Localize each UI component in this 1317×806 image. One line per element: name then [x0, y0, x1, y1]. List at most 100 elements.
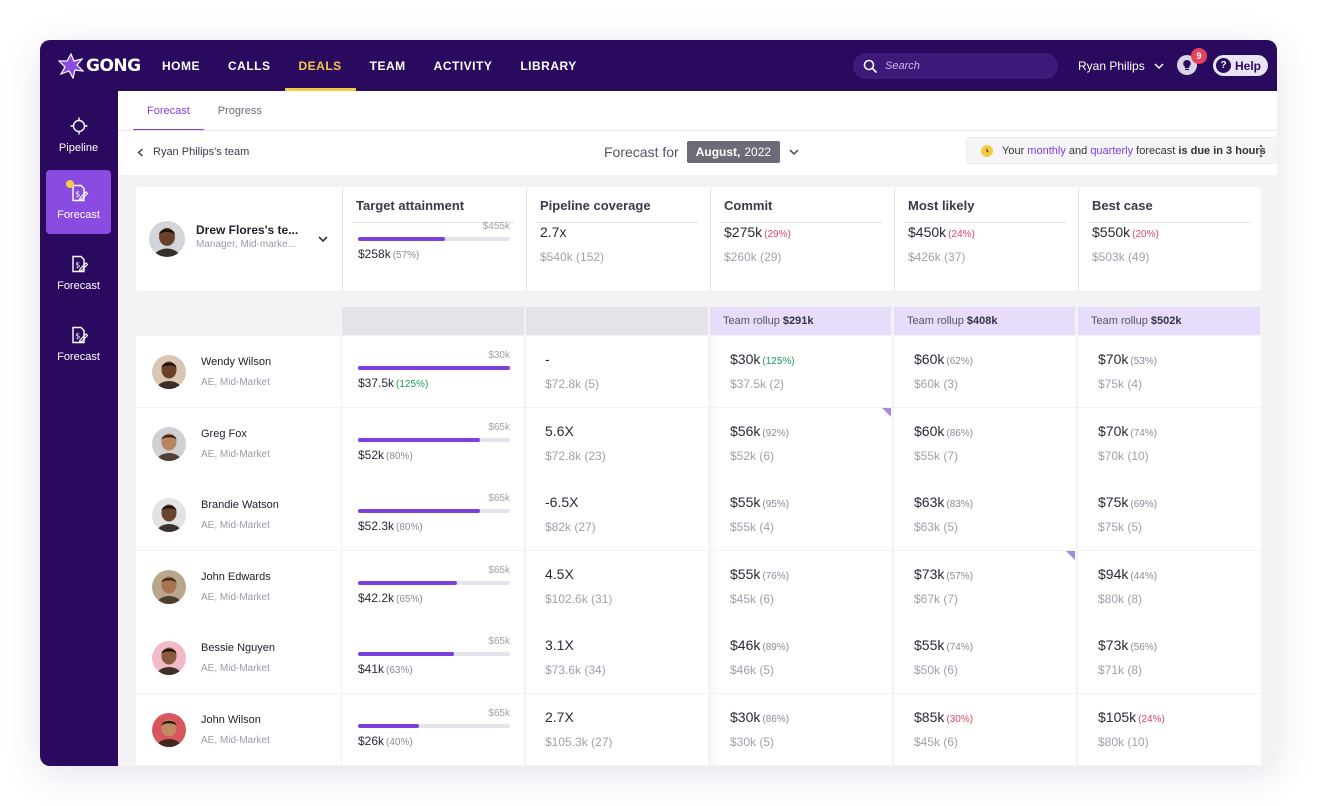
rep-likely-value[interactable]: $55k (74%): [914, 637, 973, 653]
tab-divider: [118, 130, 1277, 131]
rep-name[interactable]: Bessie Nguyen: [201, 642, 275, 654]
rollup-label: Team rollup: [907, 315, 964, 327]
rep-best-value[interactable]: $94k (44%): [1098, 566, 1157, 582]
rep-pipeline-value[interactable]: 5.6X: [545, 423, 574, 439]
table-cell[interactable]: [1078, 694, 1261, 765]
rep-likely-percent: (74%): [946, 642, 974, 653]
table-cell[interactable]: [710, 694, 892, 765]
rep-commit-value[interactable]: $30k (125%): [730, 351, 795, 367]
manager-target-percent: (57%): [392, 250, 420, 261]
manager-name[interactable]: Drew Flores's te...: [196, 223, 299, 237]
manager-best-value[interactable]: $550k (20%): [1092, 224, 1159, 240]
nav-item-activity[interactable]: ACTIVITY: [433, 58, 493, 73]
rep-target-percent: (63%): [386, 665, 413, 676]
rep-commit-subvalue: $45k (6): [730, 592, 775, 606]
rep-best-value[interactable]: $70k (53%): [1098, 351, 1157, 367]
nav-item-team[interactable]: TEAM: [369, 58, 406, 73]
table-cell[interactable]: [1078, 336, 1261, 407]
user-menu[interactable]: Ryan Philips: [1078, 40, 1165, 91]
rep-commit-value[interactable]: $30k (86%): [730, 709, 789, 725]
rep-pipeline-value[interactable]: 2.7X: [545, 709, 574, 725]
rep-pipeline-value[interactable]: -: [545, 351, 550, 367]
table-cell[interactable]: [1078, 622, 1261, 693]
svg-text:$: $: [75, 190, 80, 199]
manager-pipeline-value[interactable]: 2.7x: [540, 224, 566, 240]
table-cell[interactable]: [894, 622, 1076, 693]
rep-commit-subvalue: $30k (5): [730, 735, 775, 749]
manager-commit-value[interactable]: $275k (29%): [724, 224, 791, 240]
rep-commit-value[interactable]: $55k (76%): [730, 566, 789, 582]
tab-forecast[interactable]: Forecast: [133, 91, 204, 131]
help-button[interactable]: ? Help: [1213, 55, 1268, 76]
table-cell[interactable]: [710, 551, 892, 622]
notification-badge: 9: [1191, 48, 1207, 64]
manager-likely-value[interactable]: $450k (24%): [908, 224, 975, 240]
rep-best-value[interactable]: $105k (24%): [1098, 709, 1165, 725]
avatar-image: [152, 641, 186, 675]
rep-likely-value[interactable]: $73k (57%): [914, 566, 973, 582]
nav-item-deals[interactable]: DEALS: [284, 40, 356, 91]
search-box[interactable]: [853, 53, 1058, 79]
rep-pipeline-value[interactable]: -6.5X: [545, 494, 578, 510]
gong-logo[interactable]: GONG: [58, 52, 141, 80]
rep-pipeline-value[interactable]: 4.5X: [545, 566, 574, 582]
table-cell[interactable]: [710, 622, 892, 693]
rep-commit-value[interactable]: $46k (89%): [730, 637, 789, 653]
more-options-button[interactable]: [1255, 143, 1267, 159]
rep-target-value: $41k (63%): [358, 662, 413, 676]
back-link[interactable]: Ryan Philips's team: [136, 143, 249, 161]
rep-avatar: [152, 427, 186, 461]
manager-likely-subvalue: $426k (37): [908, 250, 966, 264]
table-cell[interactable]: [894, 408, 1076, 479]
rep-role: AE, Mid-Market: [201, 520, 270, 531]
rep-name[interactable]: Wendy Wilson: [201, 356, 272, 368]
rep-commit-percent: (86%): [762, 714, 790, 725]
rep-name[interactable]: John Edwards: [201, 571, 271, 583]
rep-best-value[interactable]: $73k (56%): [1098, 637, 1157, 653]
column-header-commit: Commit: [724, 198, 773, 213]
table-cell[interactable]: [1078, 408, 1261, 479]
period-dropdown[interactable]: August, 2022: [686, 141, 781, 163]
rep-commit-value[interactable]: $56k (92%): [730, 423, 789, 439]
tab-progress[interactable]: Progress: [217, 105, 262, 117]
table-cell[interactable]: [894, 551, 1076, 622]
table-cell[interactable]: [894, 479, 1076, 550]
sidebar-item-forecast-3[interactable]: $ Forecast: [46, 241, 111, 305]
rep-likely-value[interactable]: $60k (86%): [914, 423, 973, 439]
rep-likely-value[interactable]: $60k (62%): [914, 351, 973, 367]
rep-commit-percent: (89%): [762, 642, 790, 653]
nav-item-home[interactable]: HOME: [162, 58, 200, 73]
chevron-down-icon[interactable]: [788, 146, 800, 158]
rep-likely-value[interactable]: $85k (30%): [914, 709, 973, 725]
rep-pipeline-value[interactable]: 3.1X: [545, 637, 574, 653]
rep-commit-subvalue: $46k (5): [730, 663, 775, 677]
rep-avatar: [152, 713, 186, 747]
manager-avatar: [149, 221, 185, 257]
table-cell[interactable]: [1078, 479, 1261, 550]
table-cell[interactable]: [710, 479, 892, 550]
rep-target-value: $37.5k (125%): [358, 376, 428, 390]
rep-name[interactable]: John Wilson: [201, 714, 261, 726]
rep-name[interactable]: Brandie Watson: [201, 499, 279, 511]
rep-likely-value[interactable]: $63k (83%): [914, 494, 973, 510]
nav-item-calls[interactable]: CALLS: [228, 58, 271, 73]
table-cell[interactable]: [894, 694, 1076, 765]
sidebar-item-forecast-2[interactable]: $ Forecast: [46, 170, 111, 234]
rep-best-value[interactable]: $70k (74%): [1098, 423, 1157, 439]
sidebar-item-label: Pipeline: [58, 142, 99, 154]
rep-commit-amount: $46k: [730, 637, 761, 653]
table-cell[interactable]: [710, 336, 892, 407]
sidebar-item-pipeline-1[interactable]: Pipeline: [46, 103, 111, 167]
rep-best-value[interactable]: $75k (69%): [1098, 494, 1157, 510]
team-rollup-best: Team rollup $502k: [1078, 307, 1260, 335]
rep-name[interactable]: Greg Fox: [201, 428, 247, 440]
avatar-image: [152, 427, 186, 461]
search-input[interactable]: [885, 60, 1045, 72]
rep-commit-value[interactable]: $55k (95%): [730, 494, 789, 510]
table-cell[interactable]: [1078, 551, 1261, 622]
sidebar-item-forecast-4[interactable]: $ Forecast: [46, 312, 111, 376]
table-cell[interactable]: [894, 336, 1076, 407]
team-dropdown-button[interactable]: [317, 232, 331, 246]
nav-item-library[interactable]: LIBRARY: [520, 58, 577, 73]
table-cell[interactable]: [710, 408, 892, 479]
